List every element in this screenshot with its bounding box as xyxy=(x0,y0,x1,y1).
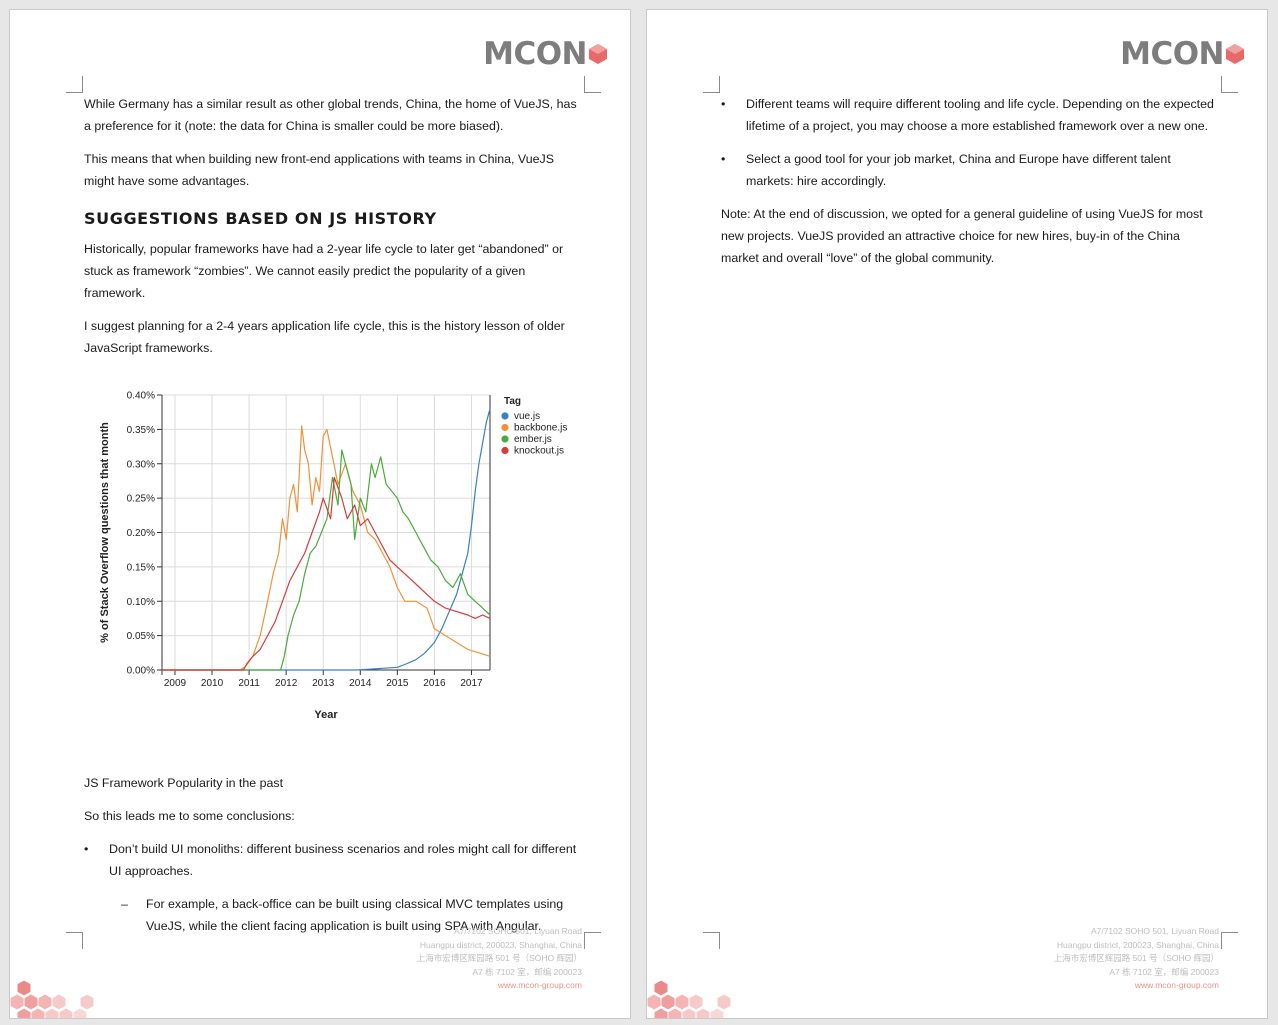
footer-line: A7 栋 7102 室，邮编 200023 xyxy=(1109,966,1219,977)
framework-popularity-chart: 0.00% 0.05% 0.10% 0.15% 0.20% 0.25% 0.30% 0.35%… xyxy=(84,377,584,747)
crop-mark-top-left xyxy=(703,76,720,93)
footer-line: 上海市宏博区辉园路 501 号（SOHO 辉园） xyxy=(416,953,582,964)
document-page-1: MCON While Germany has a similar result … xyxy=(9,9,631,1019)
paragraph-lifecycle: Historically, popular frameworks have ha… xyxy=(84,242,564,300)
x-tick-label: 2015 xyxy=(386,678,409,689)
crop-mark-bottom-right xyxy=(584,932,601,949)
bullet-text: Different teams will require different t… xyxy=(746,97,1214,133)
series-line-knockout-js xyxy=(162,476,491,671)
hexagon-logo-icon xyxy=(589,44,607,64)
crop-mark-bottom-right xyxy=(1221,932,1238,949)
crop-mark-top-right xyxy=(1221,76,1238,93)
y-tick-label: 0.10% xyxy=(127,597,155,608)
bullet-mark: • xyxy=(721,152,726,166)
y-axis-title: % of Stack Overflow questions that month xyxy=(99,422,111,643)
legend-swatch xyxy=(501,412,509,420)
x-tick-label: 2010 xyxy=(201,678,224,689)
crop-mark-bottom-left xyxy=(66,932,83,949)
logo-text: MCON xyxy=(483,36,587,72)
bullet-text: Don’t build UI monoliths: different busi… xyxy=(109,842,577,878)
x-tick-label: 2013 xyxy=(312,678,335,689)
y-tick-label: 0.40% xyxy=(127,391,155,402)
bullet-mark: • xyxy=(84,842,89,856)
bullet-job-market: • Select a good tool for your job market… xyxy=(721,148,1221,192)
footer-website-link[interactable]: www.mcon-group.com xyxy=(1134,980,1219,991)
legend-label: backbone.js xyxy=(514,423,567,434)
document-page-2: MCON • Different teams will require diff… xyxy=(646,9,1268,1019)
paragraph-note: Note: At the end of discussion, we opted… xyxy=(721,207,1203,265)
mcon-logo: MCON xyxy=(1120,36,1245,72)
section-heading: SUGGESTIONS BASED ON JS HISTORY xyxy=(84,209,437,228)
crop-mark-bottom-left xyxy=(703,932,720,949)
hexagon-logo-icon xyxy=(1226,44,1244,64)
footer-line: A7/7102 SOHO 501, Liyuan Road xyxy=(1090,926,1219,936)
paragraph-germany-china: While Germany has a similar result as ot… xyxy=(84,97,577,133)
bullet-text: Select a good tool for your job market, … xyxy=(746,152,1171,188)
legend-swatch xyxy=(501,423,509,432)
legend-label: knockout.js xyxy=(514,446,564,457)
series-line-vue-js xyxy=(162,408,491,671)
paragraph-conclusions: So this leads me to some conclusions: xyxy=(84,809,295,823)
x-tick-label: 2017 xyxy=(460,678,483,689)
x-tick-label: 2014 xyxy=(349,678,372,689)
footer-address: A7/7102 SOHO 501, Liyuan Road Huangpu di… xyxy=(1054,925,1219,993)
y-tick-label: 0.30% xyxy=(127,459,155,470)
bullet-ui-monoliths: • Don’t build UI monoliths: different bu… xyxy=(84,838,584,882)
series-line-backbone-js xyxy=(162,425,491,671)
crop-mark-top-right xyxy=(584,76,601,93)
sub-bullet-text: For example, a back-office can be built … xyxy=(146,897,564,933)
x-tick-label: 2011 xyxy=(238,678,260,689)
y-tick-label: 0.25% xyxy=(127,494,155,505)
hexagon-pattern-icon xyxy=(10,979,95,1018)
bullet-mark: • xyxy=(721,97,726,111)
x-tick-label: 2016 xyxy=(423,678,446,689)
legend-title: Tag xyxy=(504,396,521,407)
footer-line: A7/7102 SOHO 501, Liyuan Road xyxy=(453,926,582,936)
footer-line: 上海市宏博区辉园路 501 号（SOHO 辉园） xyxy=(1053,953,1219,964)
sub-bullet-back-office: – For example, a back-office can be buil… xyxy=(84,893,584,937)
y-tick-label: 0.05% xyxy=(127,631,155,642)
footer-line: Huangpu district, 200023, Shanghai, Chin… xyxy=(1056,939,1219,950)
y-tick-label: 0.15% xyxy=(127,562,155,573)
chart-caption: JS Framework Popularity in the past xyxy=(84,776,284,790)
hexagon-pattern-icon xyxy=(647,979,732,1018)
paragraph-vuejs-advantages: This means that when building new front-… xyxy=(84,152,554,188)
series-line-ember-js xyxy=(162,449,491,671)
x-tick-label: 2009 xyxy=(164,678,187,689)
footer-line: A7 栋 7102 室，邮编 200023 xyxy=(472,966,582,977)
legend-swatch xyxy=(501,446,509,455)
footer-line: Huangpu district, 200023, Shanghai, Chin… xyxy=(419,939,582,950)
legend-label: ember.js xyxy=(514,434,552,445)
legend-label: vue.js xyxy=(514,411,540,422)
x-tick-label: 2012 xyxy=(275,678,298,689)
logo-text: MCON xyxy=(1120,36,1224,72)
x-axis-title: Year xyxy=(314,709,338,721)
crop-mark-top-left xyxy=(66,76,83,93)
sub-bullet-mark: – xyxy=(121,897,128,911)
footer-address: A7/7102 SOHO 501, Liyuan Road Huangpu di… xyxy=(417,925,582,993)
page-2-content: • Different teams will require different… xyxy=(721,93,1221,280)
footer-website-link[interactable]: www.mcon-group.com xyxy=(497,980,582,991)
legend-swatch xyxy=(501,435,509,443)
page-1-content: While Germany has a similar result as ot… xyxy=(84,93,584,948)
mcon-logo: MCON xyxy=(483,36,608,72)
bullet-different-teams: • Different teams will require different… xyxy=(721,93,1221,137)
y-tick-label: 0.00% xyxy=(127,666,155,677)
paragraph-planning: I suggest planning for a 2-4 years appli… xyxy=(84,319,565,355)
line-chart-svg: 0.00% 0.05% 0.10% 0.15% 0.20% 0.25% 0.30% 0.35%… xyxy=(99,391,567,722)
y-tick-label: 0.35% xyxy=(127,425,155,436)
y-tick-label: 0.20% xyxy=(127,528,155,539)
